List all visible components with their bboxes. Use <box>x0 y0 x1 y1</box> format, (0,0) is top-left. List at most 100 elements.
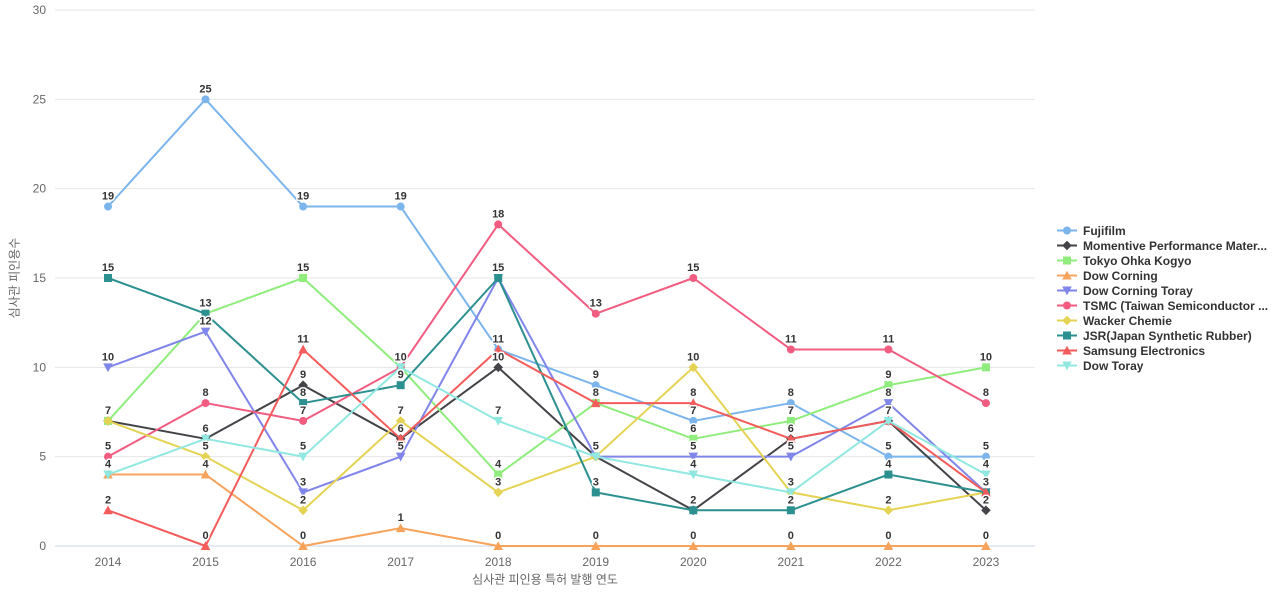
data-point-dow-corning-2018[interactable] <box>493 541 503 550</box>
legend-item-fujifilm[interactable]: Fujifilm <box>1056 223 1268 238</box>
data-point-jsr-japan-synthetic-rubber-2015[interactable] <box>201 309 210 318</box>
data-point-momentive-performance-mater-2023[interactable] <box>981 505 991 516</box>
data-label: 3 <box>788 476 794 488</box>
data-label: 6 <box>398 423 404 435</box>
data-point-samsung-electronics-2019[interactable] <box>590 398 601 408</box>
data-point-wacker-chemie-2016[interactable] <box>298 505 308 516</box>
legend-item-dow-toray[interactable]: Dow Toray <box>1056 358 1268 373</box>
data-point-samsung-electronics-2014[interactable] <box>103 505 113 515</box>
data-point-dow-corning-2016[interactable] <box>298 541 308 550</box>
data-point-dow-corning-toray-2021[interactable] <box>786 452 796 462</box>
data-point-tsmc-taiwan-semiconductor-2016[interactable] <box>299 416 308 425</box>
data-point-dow-corning-2019[interactable] <box>590 541 601 550</box>
data-point-dow-toray-2021[interactable] <box>786 488 796 498</box>
data-point-wacker-chemie-2020[interactable] <box>688 362 699 373</box>
data-point-momentive-performance-mater-2016[interactable] <box>298 380 308 390</box>
data-point-dow-toray-2022[interactable] <box>883 416 894 426</box>
data-point-fujifilm-2015[interactable] <box>201 95 210 104</box>
legend-marker-icon <box>1062 270 1072 280</box>
data-point-samsung-electronics-2015[interactable] <box>200 541 211 550</box>
data-point-tsmc-taiwan-semiconductor-2019[interactable] <box>591 309 600 318</box>
data-point-dow-toray-2023[interactable] <box>981 470 991 480</box>
legend-item-tokyo-ohka-kogyo[interactable]: Tokyo Ohka Kogyo <box>1056 253 1268 268</box>
data-point-fujifilm-2016[interactable] <box>299 202 308 211</box>
data-point-fujifilm-2019[interactable] <box>591 381 600 390</box>
data-point-samsung-electronics-2020[interactable] <box>688 398 699 408</box>
data-point-wacker-chemie-2014[interactable] <box>103 416 113 426</box>
legend-item-dow-corning-toray[interactable]: Dow Corning Toray <box>1056 283 1268 298</box>
data-point-momentive-performance-mater-2018[interactable] <box>493 362 503 373</box>
data-label: 19 <box>102 191 114 203</box>
data-point-samsung-electronics-2018[interactable] <box>493 344 503 354</box>
data-point-samsung-electronics-2023[interactable] <box>981 487 991 497</box>
data-point-jsr-japan-synthetic-rubber-2021[interactable] <box>786 506 795 515</box>
data-point-wacker-chemie-2022[interactable] <box>883 505 894 516</box>
data-point-dow-toray-2019[interactable] <box>590 452 601 462</box>
legend-item-wacker-chemie[interactable]: Wacker Chemie <box>1056 313 1268 328</box>
data-point-tsmc-taiwan-semiconductor-2015[interactable] <box>201 399 210 408</box>
data-point-tsmc-taiwan-semiconductor-2022[interactable] <box>884 345 893 354</box>
data-point-tokyo-ohka-kogyo-2018[interactable] <box>494 470 503 479</box>
data-point-tokyo-ohka-kogyo-2022[interactable] <box>884 381 893 390</box>
data-point-dow-corning-2020[interactable] <box>688 541 699 550</box>
data-point-dow-corning-toray-2020[interactable] <box>688 452 699 462</box>
data-point-dow-toray-2014[interactable] <box>103 470 113 480</box>
legend-item-samsung-electronics[interactable]: Samsung Electronics <box>1056 343 1268 358</box>
legend-item-jsr-japan-synthetic-rubber[interactable]: JSR(Japan Synthetic Rubber) <box>1056 328 1268 343</box>
data-point-dow-toray-2020[interactable] <box>688 470 699 480</box>
data-point-tsmc-taiwan-semiconductor-2014[interactable] <box>104 452 112 461</box>
data-point-dow-corning-toray-2015[interactable] <box>200 327 211 337</box>
data-point-dow-corning-toray-2017[interactable] <box>395 452 406 462</box>
data-point-fujifilm-2022[interactable] <box>884 452 893 461</box>
data-point-fujifilm-2017[interactable] <box>396 202 405 211</box>
data-point-wacker-chemie-2017[interactable] <box>395 416 406 426</box>
data-point-dow-corning-2021[interactable] <box>786 541 796 550</box>
data-point-fujifilm-2014[interactable] <box>104 202 112 211</box>
data-label: 11 <box>492 333 504 345</box>
data-point-fujifilm-2020[interactable] <box>689 416 698 425</box>
data-point-fujifilm-2021[interactable] <box>786 399 795 408</box>
data-point-fujifilm-2023[interactable] <box>981 452 990 461</box>
data-point-tsmc-taiwan-semiconductor-2020[interactable] <box>689 274 698 282</box>
data-point-dow-toray-2017[interactable] <box>395 363 406 373</box>
data-point-dow-corning-2015[interactable] <box>200 469 211 479</box>
data-point-jsr-japan-synthetic-rubber-2014[interactable] <box>104 274 112 282</box>
data-point-dow-corning-toray-2022[interactable] <box>883 399 894 408</box>
data-point-dow-corning-toray-2016[interactable] <box>298 488 308 498</box>
legend-label: Dow Corning <box>1083 268 1158 283</box>
data-label: 4 <box>105 459 112 471</box>
data-point-samsung-electronics-2016[interactable] <box>298 344 308 354</box>
data-point-tsmc-taiwan-semiconductor-2018[interactable] <box>494 220 503 229</box>
x-tick-label: 2015 <box>192 555 219 569</box>
data-point-tsmc-taiwan-semiconductor-2021[interactable] <box>786 345 795 354</box>
data-point-jsr-japan-synthetic-rubber-2022[interactable] <box>884 470 893 479</box>
data-point-tokyo-ohka-kogyo-2023[interactable] <box>981 363 990 372</box>
legend-item-dow-corning[interactable]: Dow Corning <box>1056 268 1268 283</box>
data-point-tokyo-ohka-kogyo-2016[interactable] <box>299 274 308 282</box>
data-point-jsr-japan-synthetic-rubber-2016[interactable] <box>299 399 308 408</box>
data-point-dow-toray-2018[interactable] <box>493 416 503 426</box>
data-point-jsr-japan-synthetic-rubber-2019[interactable] <box>591 488 600 497</box>
data-point-dow-corning-2017[interactable] <box>395 523 406 533</box>
data-point-jsr-japan-synthetic-rubber-2020[interactable] <box>689 506 698 515</box>
legend-item-tsmc-taiwan-semiconductor[interactable]: TSMC (Taiwan Semiconductor ... <box>1056 298 1268 313</box>
data-point-dow-corning-2022[interactable] <box>883 541 894 550</box>
data-label: 15 <box>297 262 309 274</box>
data-point-samsung-electronics-2021[interactable] <box>786 434 796 443</box>
data-point-tsmc-taiwan-semiconductor-2023[interactable] <box>981 399 990 408</box>
legend-item-momentive-performance-mater[interactable]: Momentive Performance Mater... <box>1056 238 1268 253</box>
data-point-samsung-electronics-2017[interactable] <box>395 434 406 443</box>
data-point-dow-toray-2016[interactable] <box>298 452 308 462</box>
data-point-wacker-chemie-2018[interactable] <box>493 487 503 498</box>
data-point-tokyo-ohka-kogyo-2020[interactable] <box>689 434 698 443</box>
data-point-jsr-japan-synthetic-rubber-2017[interactable] <box>396 381 405 390</box>
data-point-dow-toray-2015[interactable] <box>200 434 211 444</box>
data-point-tokyo-ohka-kogyo-2021[interactable] <box>786 416 795 425</box>
data-point-dow-corning-2023[interactable] <box>981 541 991 550</box>
data-label: 0 <box>202 530 208 542</box>
data-label: 7 <box>300 405 306 417</box>
data-point-dow-corning-toray-2014[interactable] <box>103 363 113 373</box>
data-point-jsr-japan-synthetic-rubber-2018[interactable] <box>494 274 503 282</box>
data-point-wacker-chemie-2015[interactable] <box>200 451 211 462</box>
